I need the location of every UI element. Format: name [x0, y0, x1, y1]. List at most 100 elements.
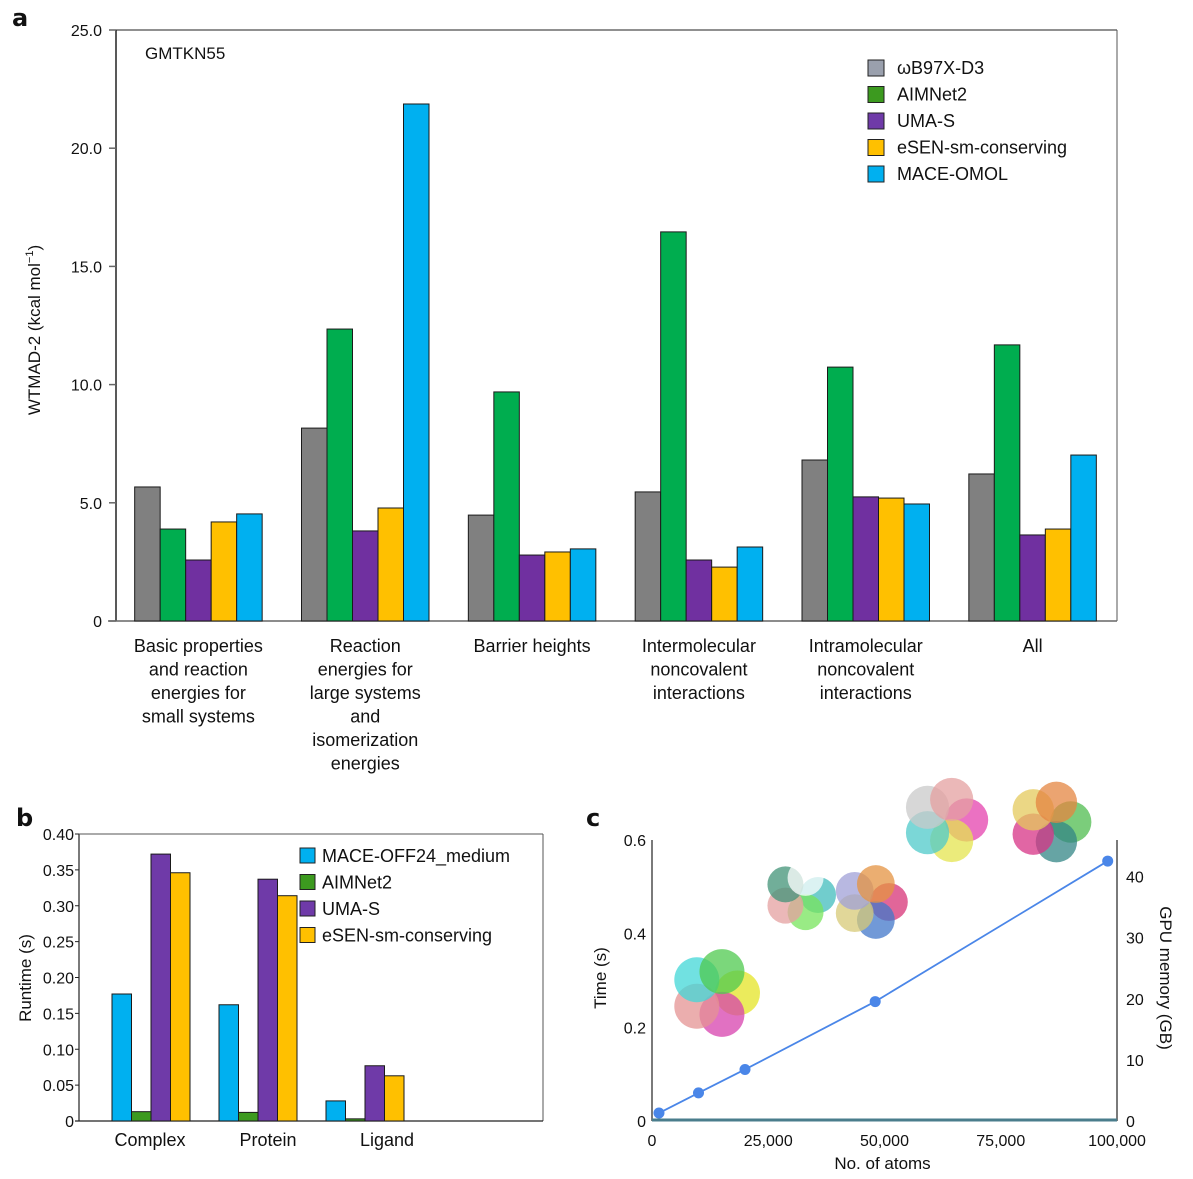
protein-structure-inset: [767, 859, 836, 931]
legend-swatch: [299, 847, 316, 864]
bar-3-cat-1: [185, 559, 212, 622]
protein-subunit: [856, 865, 895, 903]
panel-label-a: a: [12, 4, 28, 32]
bar-1-cat-1: [111, 993, 132, 1122]
bar-3-cat-1: [150, 853, 171, 1122]
y2-tick-label: 10: [1126, 1053, 1144, 1070]
bar-2-cat-4: [660, 231, 687, 622]
panel-label-c: c: [586, 804, 600, 832]
y-tick-label: 20.0: [71, 141, 102, 158]
x-category-label: energies for: [318, 660, 413, 680]
x-category-label: and reaction: [149, 660, 248, 680]
y2-tick-label: 30: [1126, 931, 1144, 948]
bar-4-cat-5: [878, 497, 905, 622]
x-category-label: Protein: [239, 1130, 296, 1150]
legend-swatch: [867, 59, 885, 77]
bar-4-cat-1: [170, 872, 191, 1122]
legend-label: eSEN-sm-conserving: [322, 926, 492, 946]
y-axis-label: Runtime (s): [16, 934, 35, 1022]
legend-label: UMA-S: [322, 899, 380, 919]
x-category-label: energies for: [151, 683, 246, 703]
x-category-label: Reaction: [330, 636, 401, 656]
time-data-point: [869, 996, 881, 1008]
bar-3-cat-3: [364, 1065, 385, 1122]
bar-4-cat-3: [544, 551, 571, 622]
protein-subunit: [787, 859, 824, 896]
x-category-label: interactions: [653, 683, 745, 703]
legend-label: MACE-OMOL: [897, 164, 1008, 184]
y-tick-label: 15.0: [71, 259, 102, 276]
y-tick-label: 0.05: [43, 1078, 74, 1095]
bar-3-cat-3: [518, 554, 546, 622]
protein-subunit: [699, 949, 745, 995]
y-tick-label: 25.0: [71, 23, 102, 40]
x-category-label: Complex: [114, 1130, 185, 1150]
x-category-label: Barrier heights: [474, 636, 591, 656]
y-tick-label: 0.20: [43, 971, 74, 988]
bar-2-cat-1: [159, 528, 187, 622]
bar-2-cat-2: [326, 328, 353, 622]
y-tick-label: 0.4: [624, 927, 646, 944]
bar-2-cat-3: [493, 391, 520, 622]
protein-structure-inset: [674, 949, 760, 1037]
protein-structure-inset: [1012, 781, 1092, 863]
bar-1-cat-5: [801, 459, 828, 622]
bar-4-cat-6: [1044, 528, 1072, 622]
protein-structure-inset: [835, 865, 908, 939]
y-tick-label: 0.2: [624, 1020, 646, 1037]
bar-1-cat-2: [218, 1004, 239, 1122]
bar-4-cat-4: [711, 566, 738, 622]
bar-4-cat-3: [384, 1075, 405, 1122]
bar-5-cat-2: [403, 103, 430, 622]
time-data-point: [739, 1063, 751, 1075]
x-category-label: All: [1023, 636, 1043, 656]
x-tick-label: 0: [648, 1133, 657, 1150]
bar-3-cat-2: [257, 878, 278, 1122]
legend-label: ωB97X-D3: [897, 58, 984, 78]
y-axis-label: WTMAD-2 (kcal mol−1): [24, 245, 44, 415]
bar-4-cat-2: [377, 507, 404, 622]
y-tick-label: 0.40: [43, 827, 74, 844]
x-category-label: Intramolecular: [809, 636, 923, 656]
protein-structure-inset: [905, 777, 989, 863]
y2-tick-label: 0: [1126, 1114, 1135, 1131]
bar-2-cat-5: [827, 366, 854, 622]
bar-1-cat-6: [968, 473, 995, 622]
time-data-point: [1102, 855, 1114, 867]
x-category-label: noncovalent: [817, 660, 914, 680]
legend-label: UMA-S: [897, 111, 955, 131]
x-tick-label: 50,000: [860, 1133, 909, 1150]
bar-5-cat-4: [736, 546, 764, 622]
bar-1-cat-3: [467, 514, 495, 622]
y-tick-label: 0.6: [624, 833, 646, 850]
bar-3-cat-2: [352, 530, 379, 622]
bar-5-cat-3: [569, 548, 597, 622]
panel-label-b: b: [16, 804, 33, 832]
bar-5-cat-6: [1070, 454, 1097, 622]
bar-2-cat-2: [238, 1111, 259, 1122]
x-category-label: small systems: [142, 707, 255, 727]
y-tick-label: 0: [93, 614, 102, 631]
x-category-label: large systems: [310, 683, 421, 703]
legend-swatch: [867, 112, 885, 130]
x-category-label: energies: [331, 754, 400, 774]
bar-1-cat-3: [325, 1100, 346, 1122]
bar-5-cat-5: [903, 503, 930, 622]
legend-label: AIMNet2: [322, 873, 392, 893]
bar-4-cat-2: [277, 895, 298, 1122]
legend-label: AIMNet2: [897, 85, 967, 105]
y-tick-label: 0: [637, 1114, 646, 1131]
legend-swatch: [299, 874, 316, 890]
y-axis-label: Time (s): [591, 947, 610, 1009]
bar-1-cat-4: [634, 491, 662, 622]
legend-swatch: [867, 139, 885, 156]
bar-4-cat-1: [210, 521, 238, 622]
x-axis-label: No. of atoms: [834, 1154, 930, 1173]
bar-2-cat-1: [131, 1111, 152, 1122]
y-tick-label: 0.10: [43, 1042, 74, 1059]
bar-1-cat-2: [301, 427, 328, 622]
protein-subunit: [1035, 781, 1078, 824]
y-tick-label: 0.30: [43, 899, 74, 916]
bar-3-cat-5: [852, 496, 879, 622]
bar-2-cat-6: [993, 344, 1021, 622]
